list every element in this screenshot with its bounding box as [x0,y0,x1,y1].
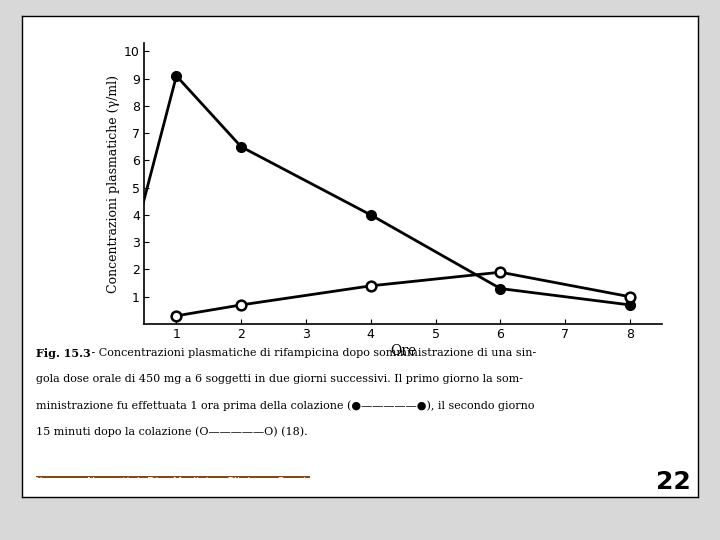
Text: Giuseppe Nocentini, Dip. Medicina Clinica e Sperimentale, Università degli Studi: Giuseppe Nocentini, Dip. Medicina Clinic… [31,477,538,487]
Text: - Concentrazioni plasmatiche di rifampicina dopo somministrazione di una sin-: - Concentrazioni plasmatiche di rifampic… [88,348,536,359]
X-axis label: Ore: Ore [390,344,416,358]
Y-axis label: Concentrazioni plasmatiche (γ/ml): Concentrazioni plasmatiche (γ/ml) [107,75,120,293]
Text: 22: 22 [656,470,690,494]
Text: gola dose orale di 450 mg a 6 soggetti in due giorni successivi. Il primo giorno: gola dose orale di 450 mg a 6 soggetti i… [36,374,523,384]
Text: Fig. 15.3: Fig. 15.3 [36,348,91,359]
Text: ministrazione fu effettuata 1 ora prima della colazione (●—————●), il secondo gi: ministrazione fu effettuata 1 ora prima … [36,400,534,411]
Text: 15 minuti dopo la colazione (O—————O) (18).: 15 minuti dopo la colazione (O—————O) (1… [36,426,307,437]
